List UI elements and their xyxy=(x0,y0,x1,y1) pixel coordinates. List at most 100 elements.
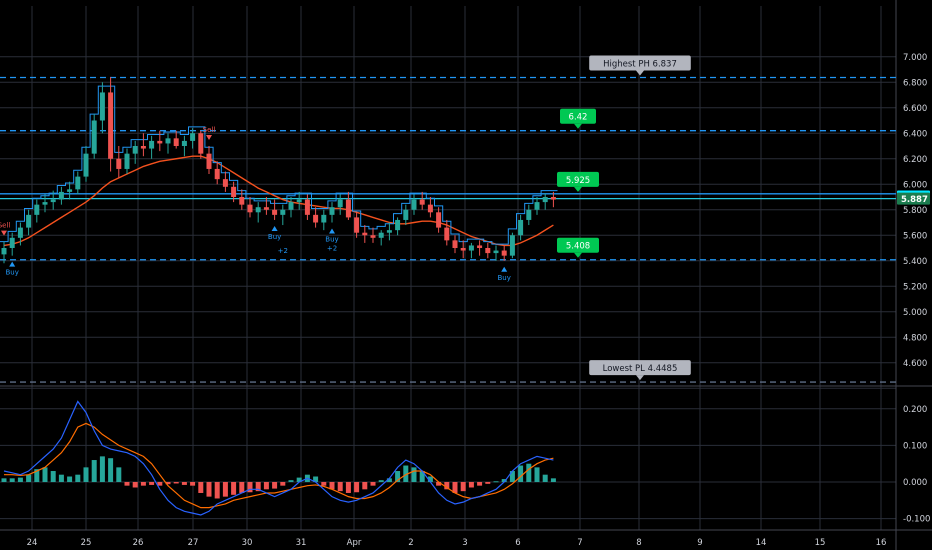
level-tag-pointer xyxy=(574,252,582,258)
time-tick-label: 9 xyxy=(697,538,702,548)
level-tag-text: Lowest PL 4.4485 xyxy=(603,364,678,374)
price-tick-label: 4.800 xyxy=(903,333,927,343)
candle-body xyxy=(173,138,179,146)
time-tick-label: 15 xyxy=(815,538,826,548)
macd-histogram-bar xyxy=(534,467,540,482)
level-tag xyxy=(589,55,691,71)
level-tag-text: 6.42 xyxy=(569,113,588,123)
horizontal-levels[interactable]: Highest PH 6.837 6.42 5.925 5.408 Lowest PL … xyxy=(0,55,896,383)
level-tag-pointer xyxy=(636,70,644,76)
buy-arrow xyxy=(271,225,278,231)
price-tags: 5.9045.887 xyxy=(897,190,930,205)
candle-body xyxy=(157,140,163,144)
macd-histogram-bar xyxy=(91,460,97,482)
sell-arrow xyxy=(1,230,7,236)
macd-histogram-bar xyxy=(132,482,138,488)
macd-histogram-bar xyxy=(181,482,187,485)
macd-histogram-bar xyxy=(403,465,409,482)
candle-body xyxy=(518,219,524,236)
candle-body xyxy=(272,209,278,215)
price-tick-label: 5.400 xyxy=(903,257,927,267)
price-tick-label: 5.000 xyxy=(903,308,927,318)
price-axis[interactable]: 7.000 6.800 6.600 6.400 6.200 6.000 5.800 5.600… xyxy=(903,53,930,525)
candle-body xyxy=(436,212,442,228)
candle-body xyxy=(378,232,384,238)
price-tick-label: 5.200 xyxy=(903,282,927,292)
candle-body xyxy=(509,235,515,256)
macd-histogram-bar xyxy=(509,471,515,482)
macd-histogram-bar xyxy=(436,482,442,486)
time-tick-label: 30 xyxy=(242,538,253,548)
candle-body xyxy=(132,146,138,154)
time-tick-label: 6 xyxy=(515,538,520,548)
signal-label: +2 xyxy=(278,247,288,255)
candle-body xyxy=(362,232,368,236)
time-tick-label: 14 xyxy=(756,538,767,548)
macd-histogram-bar xyxy=(296,477,302,482)
macd-histogram-bar xyxy=(198,482,204,493)
macd-histogram-bar xyxy=(157,482,163,486)
macd-histogram-bar xyxy=(411,467,417,482)
candle-body xyxy=(288,202,294,210)
candle-body xyxy=(99,92,105,121)
candle-body xyxy=(116,158,122,169)
candle-body xyxy=(190,133,196,141)
candle-body xyxy=(198,133,204,154)
macd-signal-line xyxy=(4,422,554,509)
signal-label: Sell xyxy=(203,126,216,134)
macd-histogram-bar xyxy=(460,482,466,492)
candle-body xyxy=(17,227,23,238)
macd-histogram-bar xyxy=(239,482,245,493)
macd-histogram-bar xyxy=(395,471,401,482)
macd-histogram-bar xyxy=(337,482,343,492)
macd-histogram-bar xyxy=(550,478,556,482)
macd-histogram-bar xyxy=(255,482,261,492)
macd-histogram-bar xyxy=(370,482,376,486)
macd-histogram-bar xyxy=(190,482,196,486)
macd-histogram-bar xyxy=(206,482,212,497)
macd-histogram-bar xyxy=(485,482,491,484)
candle-body xyxy=(26,214,32,228)
candle-body xyxy=(550,197,556,200)
signal-label: Buy xyxy=(6,269,19,277)
candle-body xyxy=(231,186,237,197)
macd-tick-label: 0.100 xyxy=(903,441,927,451)
time-tick-label: 25 xyxy=(81,538,92,548)
candle-body xyxy=(50,199,56,203)
candle-body xyxy=(206,153,212,169)
time-axis[interactable]: 24 25 26 27 30 31 Apr 2 3 6 7 8 9 14 15 16 xyxy=(27,538,887,548)
price-tick-label: 6.400 xyxy=(903,129,927,139)
candle-body xyxy=(395,219,401,231)
candle-body xyxy=(1,248,7,255)
candle-body xyxy=(67,189,73,192)
macd-histogram-bar xyxy=(58,474,64,482)
candle-body xyxy=(181,140,187,146)
candle-body xyxy=(124,153,130,169)
price-tick-label: 6.800 xyxy=(903,78,927,88)
candle-body xyxy=(460,248,466,251)
macd-histogram-bar xyxy=(386,478,392,482)
macd-histogram-bar xyxy=(222,482,228,497)
candle-body xyxy=(313,214,319,223)
macd-histogram-bar xyxy=(263,482,269,490)
candle-body xyxy=(403,209,409,220)
price-tag xyxy=(897,192,930,205)
price-tick-label: 7.000 xyxy=(903,53,927,63)
level-tag xyxy=(557,237,599,253)
level-tag xyxy=(560,108,596,124)
candle-body xyxy=(452,240,458,248)
candle-body xyxy=(493,250,499,254)
level-tag xyxy=(589,360,691,376)
candle-body xyxy=(263,207,269,210)
price-tick-label: 5.800 xyxy=(903,206,927,216)
candle-body xyxy=(42,202,48,205)
candle-body xyxy=(534,202,540,210)
time-tick-label: 8 xyxy=(636,538,641,548)
macd-histogram-bar xyxy=(272,482,278,489)
candle-body xyxy=(345,199,351,218)
macd-histogram-bar xyxy=(419,471,425,482)
level-tag-pointer xyxy=(574,186,582,192)
macd-histogram-bar xyxy=(116,467,122,482)
